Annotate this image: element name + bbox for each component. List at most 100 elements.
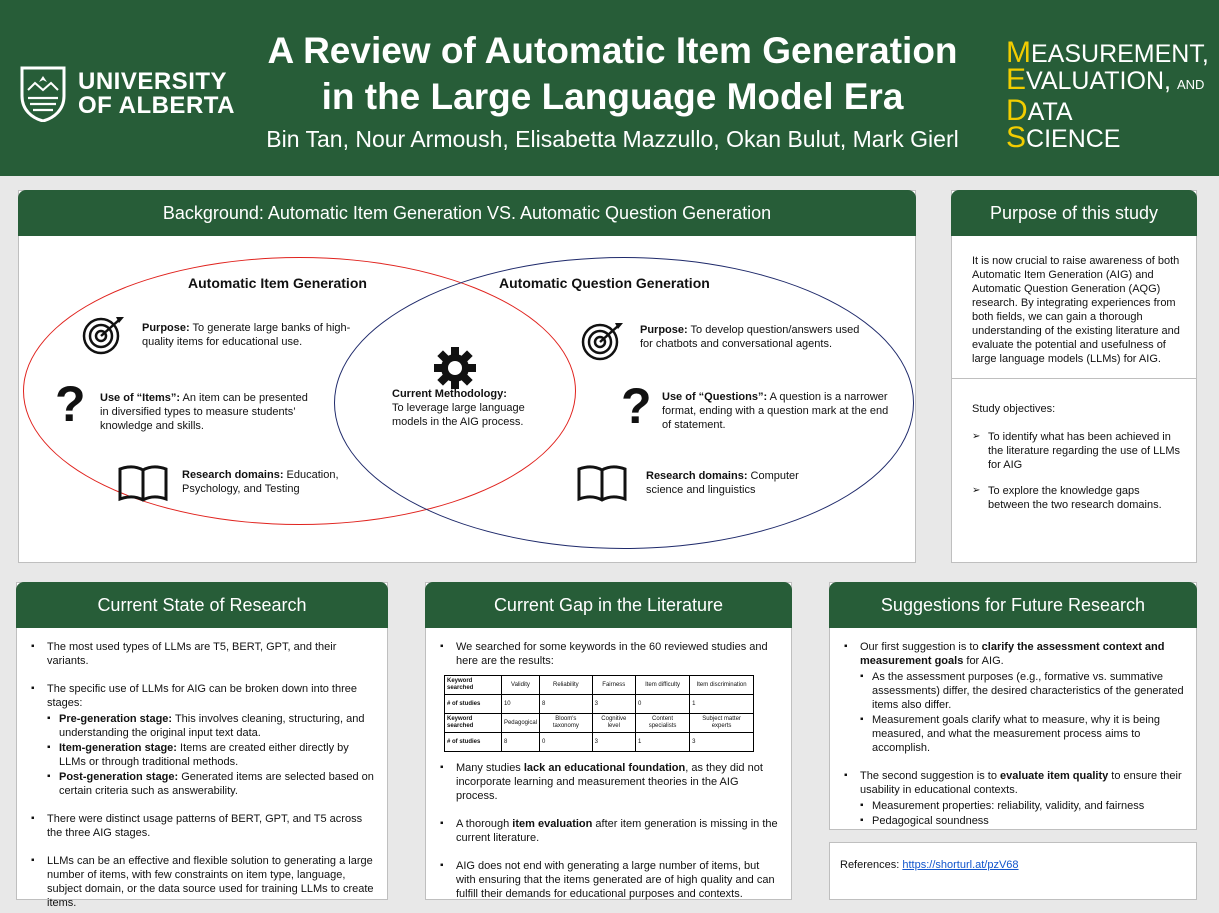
purpose-divider	[952, 378, 1196, 379]
emphasis: lack an educational foundation	[523, 762, 686, 774]
stage-text: Generated items are selected based on ce…	[59, 771, 374, 797]
text: to ensure their usability in educational…	[860, 770, 1182, 796]
meds-letter-d: D	[1006, 94, 1028, 127]
aqg-use-text: A question is a narrower format, ending …	[662, 391, 889, 431]
table-cell: 3	[689, 732, 754, 752]
emphasis: evaluate item quality	[1000, 770, 1109, 782]
question-mark-icon: ?	[55, 376, 86, 432]
current-state-list: The most used types of LLMs are T5, BERT…	[31, 640, 375, 913]
aqg-purpose: Purpose: To develop question/answers use…	[640, 323, 872, 351]
meds-word-3: ATA	[1027, 98, 1073, 126]
table-cell: Keyword searched	[444, 675, 502, 695]
aig-use-label: Use of “Items”:	[100, 392, 181, 404]
text: after item generation is missing in the …	[456, 818, 778, 844]
aig-domains: Research domains: Education, Psychology,…	[182, 468, 347, 496]
aqg-use-label: Use of “Questions”:	[662, 391, 768, 403]
aig-purpose-text: To generate large banks of high-quality …	[142, 322, 351, 348]
background-heading: Background: Automatic Item Generation VS…	[18, 190, 916, 236]
current-state-panel: Current State of Research The most used …	[16, 582, 388, 909]
table-cell: Pedagogical	[500, 713, 541, 733]
aig-purpose-label: Purpose:	[142, 322, 190, 334]
emphasis: clarify the assessment context and measu…	[860, 641, 1165, 667]
emphasis: item evaluation	[512, 818, 593, 830]
table-cell: 8	[500, 732, 541, 752]
table-cell: Reliability	[539, 675, 593, 695]
stage-label: Item-generation stage:	[59, 742, 177, 754]
title-line2: in the Large Language Model Era	[321, 76, 904, 117]
keyword-table: Keyword searched Validity Reliability Fa…	[444, 675, 754, 752]
book-icon	[118, 465, 168, 502]
aqg-domains: Research domains: Computer science and l…	[646, 469, 816, 497]
table-cell: Fairness	[591, 675, 636, 695]
list-item: A thorough item evaluation after item ge…	[440, 817, 779, 845]
objective-item: To explore the knowledge gaps between th…	[972, 484, 1184, 512]
table-cell: Subject matter experts	[689, 713, 754, 733]
table-cell: 1	[689, 694, 754, 714]
future-research-panel: Suggestions for Future Research Our firs…	[829, 582, 1197, 830]
table-cell: 3	[591, 732, 636, 752]
aqg-purpose-text: To develop question/answers used for cha…	[640, 324, 860, 350]
aig-domain-text: Education, Psychology, and Testing	[182, 469, 339, 495]
meds-logo: MEASUREMENT, EVALUATION, AND DATA SCIENCE	[1006, 38, 1209, 153]
table-cell: Keyword searched	[444, 713, 502, 733]
current-methodology: Current Methodology: To leverage large la…	[392, 387, 542, 429]
gear-icon	[434, 347, 476, 389]
table-cell: 0	[634, 694, 691, 714]
poster-title: A Review of Automatic Item Generation in…	[240, 28, 985, 120]
list-item: The specific use of LLMs for AIG can be …	[31, 682, 375, 798]
list-item: Many studies lack an educational foundat…	[440, 761, 779, 803]
aqg-domain-label: Research domains:	[646, 470, 748, 482]
stages-intro: The specific use of LLMs for AIG can be …	[47, 683, 358, 709]
keyword-intro: We searched for some keywords in the 60 …	[456, 641, 768, 667]
table-cell: 8	[539, 694, 593, 714]
meds-letter-e: E	[1006, 63, 1027, 96]
aqg-domain-text: Computer science and linguistics	[646, 470, 799, 496]
authors: Bin Tan, Nour Armoush, Elisabetta Mazzul…	[266, 126, 959, 152]
text: The second suggestion is to	[860, 770, 1001, 782]
gap-panel: Current Gap in the Literature We searche…	[425, 582, 792, 900]
title-line1: A Review of Automatic Item Generation	[267, 30, 958, 71]
stage-text: This involves cleaning, structuring, and…	[59, 713, 365, 739]
list-item: Measurement goals clarify what to measur…	[860, 713, 1184, 755]
objectives-label: Study objectives:	[972, 403, 1056, 415]
center-label: Current Methodology:	[392, 388, 507, 400]
text: , as they did not incorporate learning a…	[456, 762, 763, 802]
references-link[interactable]: https://shorturl.at/pzV68	[902, 859, 1019, 871]
stage-label: Pre-generation stage:	[59, 713, 173, 725]
table-cell: 0	[539, 732, 593, 752]
center-text: To leverage large language models in the…	[392, 402, 525, 428]
list-item: We searched for some keywords in the 60 …	[440, 640, 779, 668]
list-item: There were distinct usage patterns of BE…	[31, 812, 375, 840]
list-item: The second suggestion is to evaluate ite…	[844, 769, 1184, 828]
meds-word-2: VALUATION,	[1026, 67, 1171, 95]
table-cell: Cognitive level	[591, 713, 636, 733]
aig-title: Automatic Item Generation	[188, 275, 367, 291]
list-item: Our first suggestion is to clarify the a…	[844, 640, 1184, 755]
aig-use-text: An item can be presented in diversified …	[100, 392, 308, 432]
text: Many studies	[456, 762, 524, 774]
target-icon	[581, 323, 623, 361]
table-cell: Item discrimination	[689, 675, 754, 695]
table-cell: # of studies	[444, 732, 502, 752]
meds-and: AND	[1176, 77, 1205, 92]
table-cell: 1	[634, 732, 691, 752]
text: Our first suggestion is to	[860, 641, 982, 653]
university-logo: UNIVERSITY OF ALBERTA	[20, 66, 235, 122]
book-icon	[577, 465, 627, 502]
table-cell: 3	[591, 694, 636, 714]
current-state-heading: Current State of Research	[16, 582, 388, 628]
sub-list: Measurement properties: reliability, val…	[860, 799, 1184, 828]
references-panel: References: https://shorturl.at/pzV68	[829, 842, 1197, 900]
list-item: Item-generation stage: Items are created…	[47, 741, 375, 769]
target-icon	[82, 317, 124, 355]
list-item: LLMs can be an effective and flexible so…	[31, 854, 375, 910]
purpose-text: It is now crucial to raise awareness of …	[972, 255, 1180, 365]
aig-purpose: Purpose: To generate large banks of high…	[142, 321, 357, 349]
table-row: # of studies 8 0 3 1 3	[444, 732, 754, 752]
aig-domain-label: Research domains:	[182, 469, 284, 481]
aig-use: Use of “Items”: An item can be presented…	[100, 391, 314, 433]
meds-word-1: EASUREMENT,	[1031, 40, 1209, 68]
table-cell: 10	[500, 694, 541, 714]
keyword-table-wrap: Keyword searched Validity Reliability Fa…	[444, 675, 754, 752]
meds-word-4: CIENCE	[1026, 125, 1121, 153]
